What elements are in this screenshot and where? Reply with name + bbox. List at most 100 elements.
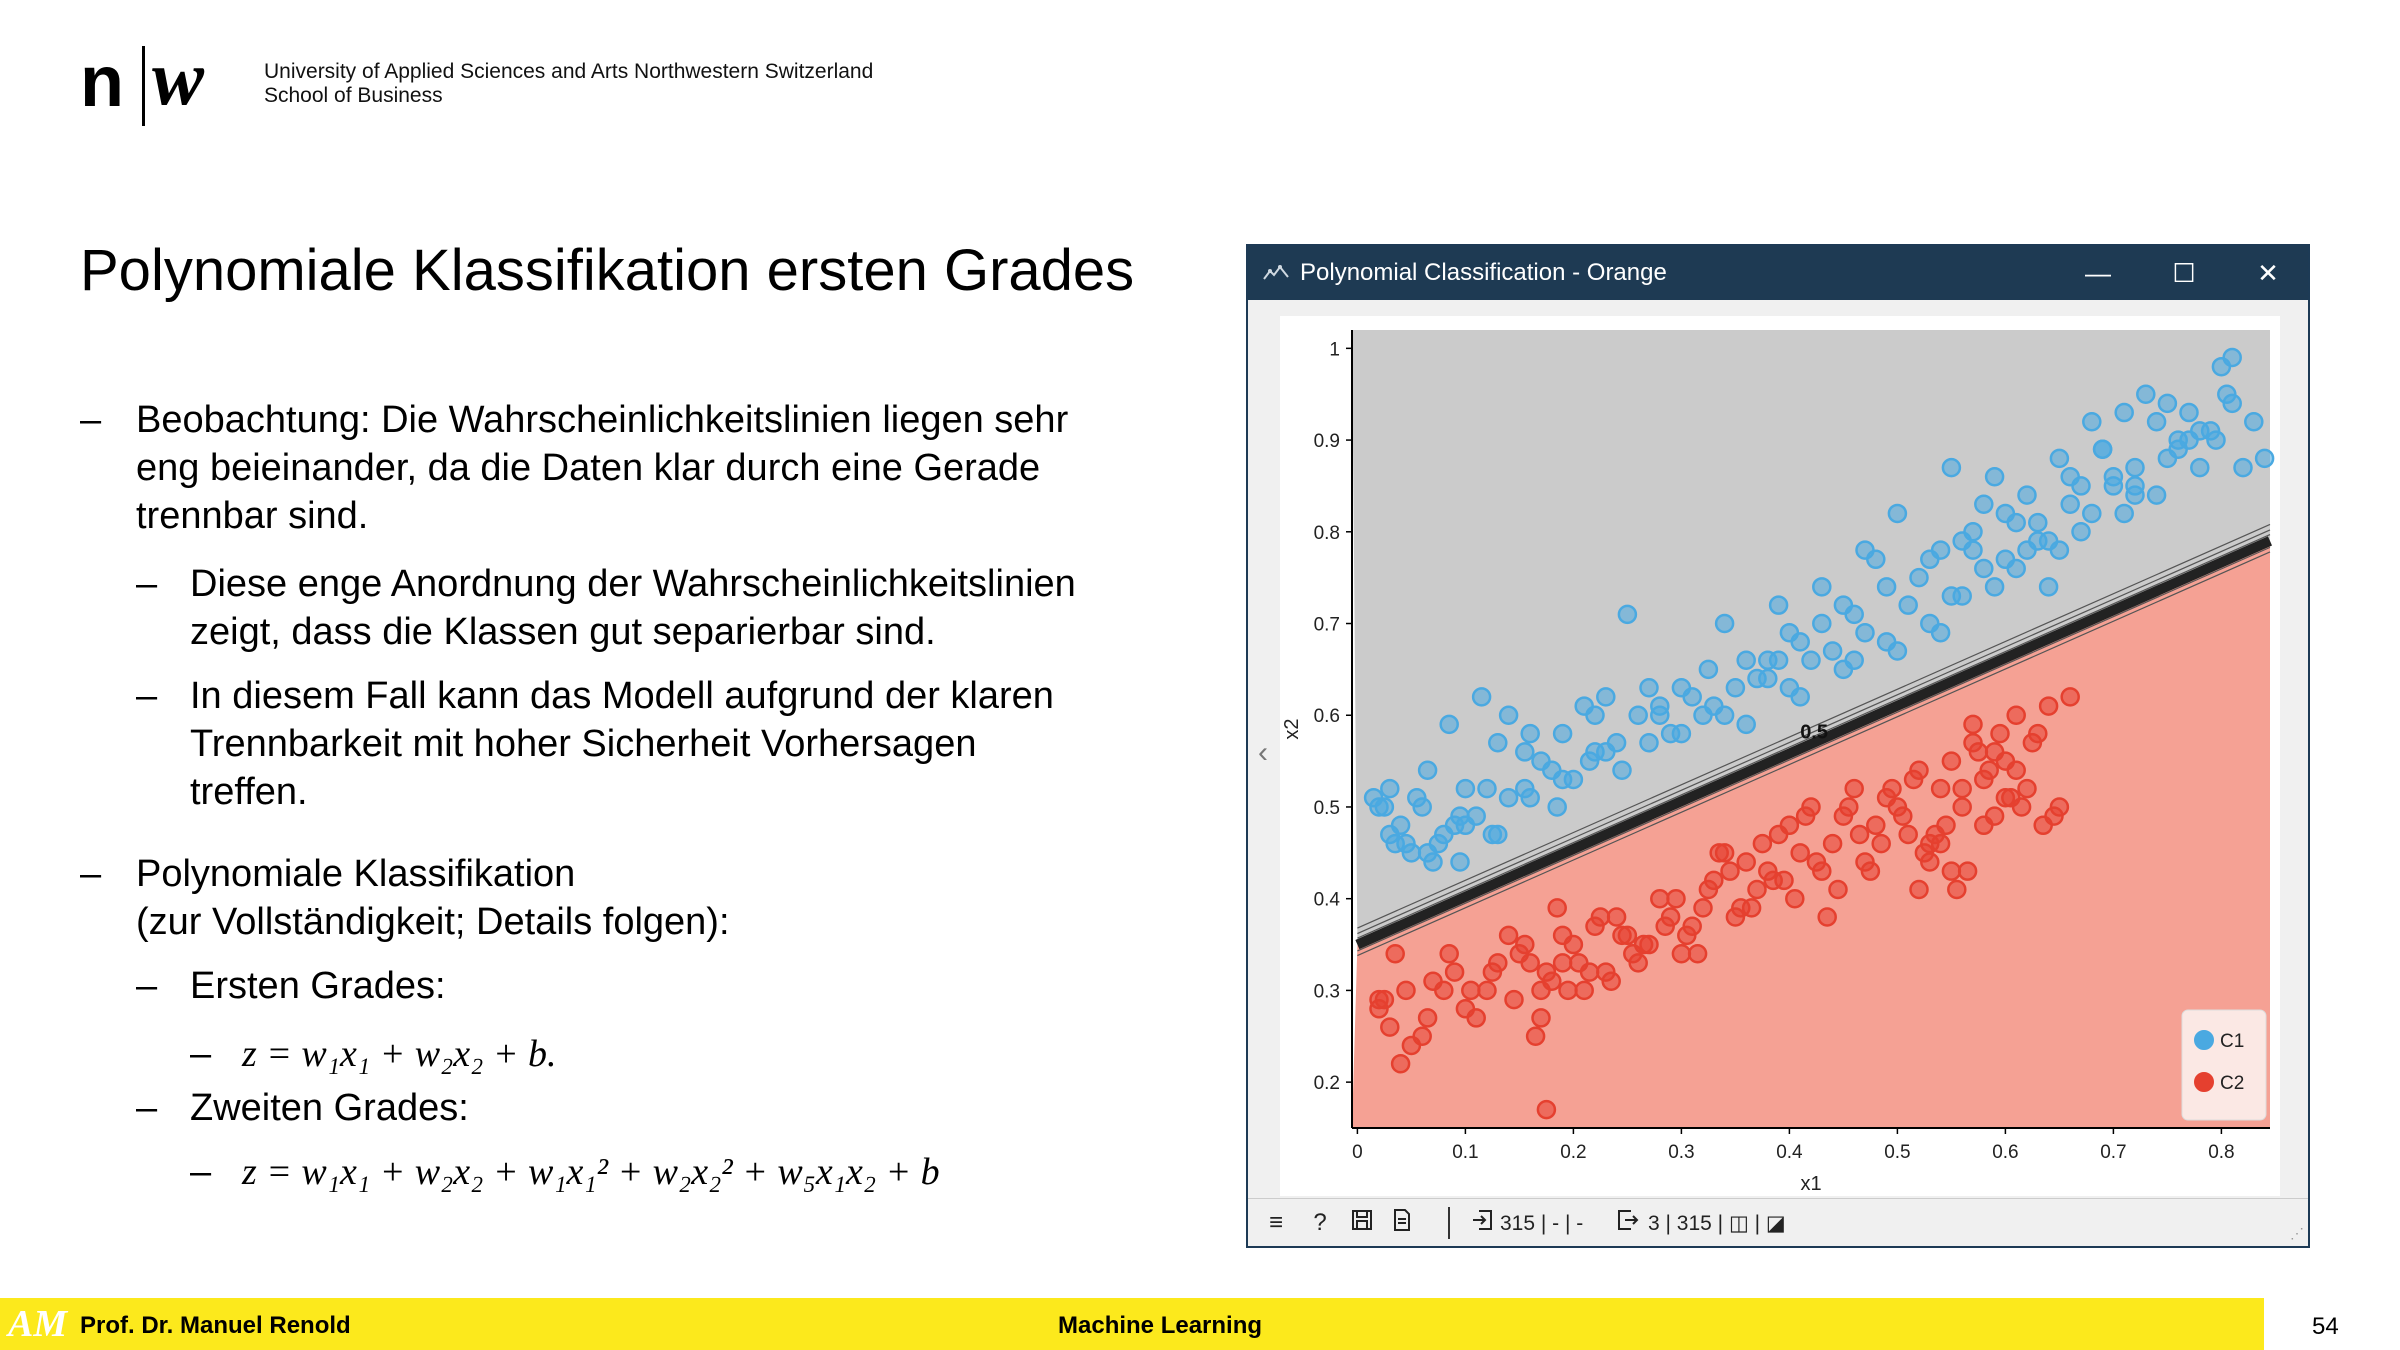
data-point-c2: [1574, 980, 1594, 1001]
data-point-c1: [1612, 760, 1632, 781]
window-titlebar[interactable]: Polynomial Classification - Orange — ☐ ✕: [1248, 246, 2308, 300]
data-point-c1: [1812, 613, 1832, 634]
data-point-c1: [2190, 457, 2210, 478]
collapse-panel-icon[interactable]: ‹: [1258, 736, 1268, 769]
data-point-c1: [1698, 659, 1719, 680]
data-point-c2: [1590, 907, 1611, 927]
x-tick-label: 0.8: [2208, 1142, 2234, 1163]
bullet-dash: –: [80, 399, 102, 441]
data-point-c1: [1736, 650, 1756, 670]
data-point-c2: [1531, 980, 1551, 1001]
data-point-c2: [1504, 989, 1524, 1010]
data-point-c1: [1488, 824, 1508, 845]
scatter-plot-area[interactable]: 0.5 0 0.1 0.2 0.3 0.4 0.5 0.6 0.7 0.8 0.2 0.3 0.4 0.5…: [1280, 316, 2280, 1196]
data-point-c2: [1417, 1008, 1438, 1028]
data-point-c1: [1974, 494, 1994, 515]
data-point-c1: [1477, 778, 1497, 799]
data-point-c2: [1396, 980, 1416, 1001]
legend-marker: [2194, 1072, 2214, 1092]
data-point-c2: [1385, 943, 1405, 964]
data-point-c2: [1525, 1026, 1546, 1047]
bullet-line: (zur Vollständigkeit; Details folgen):: [136, 901, 730, 943]
data-point-c1: [2049, 448, 2070, 469]
data-point-c1: [1450, 852, 1470, 872]
data-point-c1: [1758, 650, 1778, 670]
data-point-c1: [1714, 705, 1735, 725]
resize-grip-icon[interactable]: ⋰: [2290, 1225, 2304, 1241]
report-icon[interactable]: [1388, 1209, 1416, 1237]
minimize-button[interactable]: —: [2085, 258, 2111, 288]
data-point-c1: [1974, 558, 1994, 579]
data-point-c2: [1909, 879, 1929, 900]
data-point-c2: [1709, 843, 1729, 863]
fhnw-logo: n w: [80, 36, 230, 130]
bullet-polynomial: Polynomiale Klassifikation (zur Vollstän…: [136, 850, 730, 946]
scatter-chart[interactable]: 0.5 0 0.1 0.2 0.3 0.4 0.5 0.6 0.7 0.8 0.2 0.3 0.4 0.5…: [1280, 316, 2280, 1196]
maximize-button[interactable]: ☐: [2172, 258, 2196, 288]
data-point-c2: [1952, 797, 1972, 817]
data-point-c2: [2017, 778, 2037, 799]
data-point-c2: [2011, 797, 2032, 817]
data-point-c2: [1693, 898, 1713, 918]
menu-icon[interactable]: ≡: [1268, 1209, 1283, 1236]
data-point-c2: [1974, 815, 1994, 836]
data-point-c1: [1952, 586, 1972, 606]
data-point-c2: [1822, 833, 1843, 854]
data-point-c1: [2244, 411, 2264, 432]
data-point-c1: [1855, 622, 1875, 643]
data-point-c2: [1552, 925, 1573, 946]
data-point-c1: [1963, 540, 1983, 560]
legend-label: C2: [2220, 1073, 2244, 1094]
bullet-line: Beobachtung: Die Wahrscheinlichkeitslini…: [136, 399, 1069, 441]
close-button[interactable]: ✕: [2257, 258, 2279, 288]
data-point-c2: [1720, 861, 1740, 881]
help-icon[interactable]: ?: [1313, 1209, 1327, 1236]
x-tick-label: 0.4: [1776, 1142, 1803, 1163]
data-point-c1: [1876, 632, 1897, 652]
data-point-c2: [2022, 733, 2043, 753]
data-point-c1: [2017, 485, 2037, 505]
data-point-c1: [1488, 733, 1508, 753]
save-icon[interactable]: [1348, 1209, 1376, 1237]
data-point-c2: [1903, 769, 1924, 790]
data-point-c2: [2006, 760, 2026, 781]
data-point-c1: [1779, 677, 1800, 698]
slide-title: Polynomiale Klassifikation ersten Grades: [80, 238, 1135, 303]
data-point-c1: [1822, 641, 1843, 661]
bullet-dash: –: [136, 563, 158, 605]
data-point-c2: [1536, 962, 1557, 982]
data-point-c1: [2038, 577, 2059, 597]
bullet-second-degree: Zweiten Grades:: [190, 1084, 469, 1132]
data-point-c1: [1887, 503, 1908, 524]
data-point-c1: [2136, 384, 2156, 404]
data-point-c1: [1639, 733, 1659, 753]
data-point-c1: [2060, 494, 2080, 515]
data-point-c2: [1871, 833, 1891, 854]
data-point-c1: [1984, 577, 2005, 597]
data-point-c2: [1687, 943, 1708, 964]
data-point-c2: [1990, 723, 2010, 744]
data-point-c1: [1714, 613, 1735, 634]
data-point-c1: [2146, 485, 2167, 505]
data-point-c2: [1515, 934, 1535, 955]
legend-label: C1: [2220, 1031, 2244, 1052]
x-axis-label: x1: [1800, 1173, 1821, 1195]
data-point-c1: [1693, 705, 1713, 725]
data-point-c2: [1968, 742, 1989, 762]
data-point-c2: [1930, 778, 1951, 799]
status-divider: [1448, 1207, 1450, 1239]
data-point-c2: [1893, 806, 1913, 826]
data-point-c2: [1790, 843, 1810, 863]
window-title: Polynomial Classification - Orange: [1300, 259, 1667, 286]
data-point-c2: [1995, 788, 2016, 808]
x-tick-label: 0.2: [1560, 1142, 1586, 1163]
school-name: School of Business: [264, 84, 443, 107]
data-point-c1: [2222, 393, 2242, 414]
y-tick-label: 0.6: [1314, 706, 1340, 727]
probability-contour: [1357, 529, 2271, 935]
data-point-c1: [1941, 457, 1962, 478]
data-point-c1: [1768, 595, 1789, 615]
bullet-line: trennbar sind.: [136, 495, 369, 537]
data-point-c1: [2157, 393, 2178, 414]
data-point-c2: [1698, 879, 1719, 900]
